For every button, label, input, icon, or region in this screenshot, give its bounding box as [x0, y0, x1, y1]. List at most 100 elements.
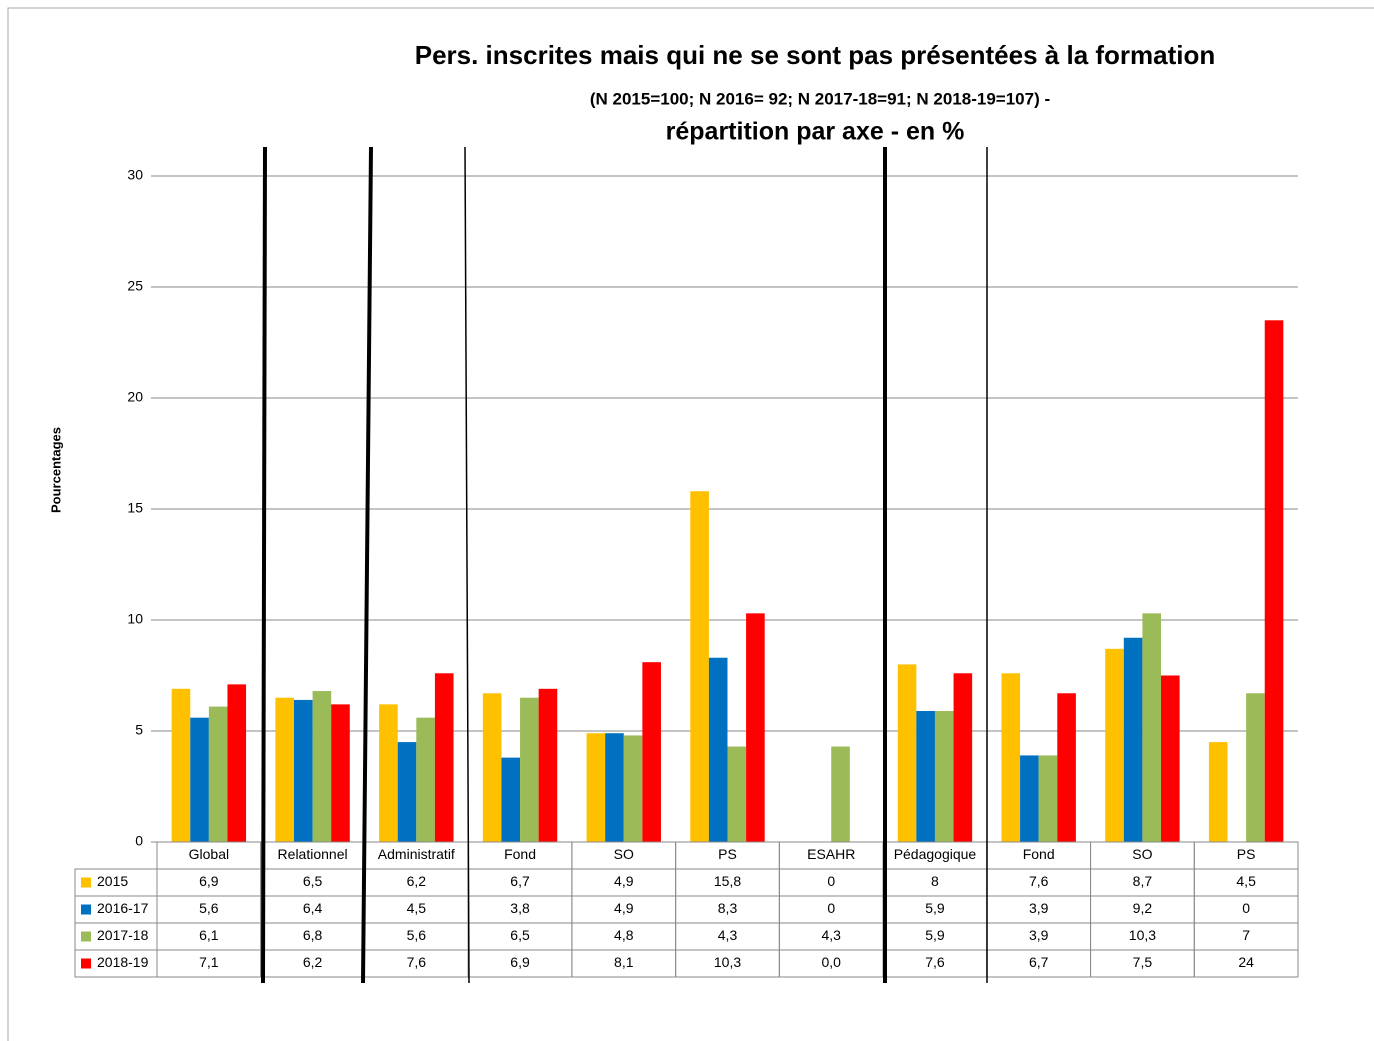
x-tick-label: Pédagogique [894, 846, 977, 862]
x-tick-label: Administratif [378, 846, 455, 862]
bar [331, 704, 350, 842]
table-value: 6,1 [199, 927, 219, 943]
x-tick-label: PS [718, 846, 737, 862]
y-tick-label: 0 [135, 833, 143, 849]
table-value: 10,3 [1129, 927, 1156, 943]
bar [397, 742, 417, 842]
legend-label: 2015 [97, 873, 128, 889]
legend-label: 2016-17 [97, 900, 149, 916]
y-tick-label: 25 [127, 278, 143, 294]
table-value: 7,6 [407, 954, 427, 970]
frame [7, 7, 1374, 1041]
table-value: 6,2 [407, 873, 427, 889]
table-value: 0,0 [821, 954, 841, 970]
table-value: 7,6 [1029, 873, 1049, 889]
separator [361, 146, 373, 984]
table-value: 3,8 [510, 900, 530, 916]
bar [690, 491, 709, 842]
bar [934, 711, 954, 842]
table-value: 4,9 [614, 873, 634, 889]
bar [208, 706, 228, 842]
table-value: 0 [1242, 900, 1250, 916]
x-tick-label: ESAHR [807, 846, 855, 862]
y-axis-label: Pourcentages [48, 427, 63, 513]
table-value: 4,9 [614, 900, 634, 916]
x-tick-label: Global [189, 846, 229, 862]
bar [434, 673, 454, 842]
table-value: 5,9 [925, 900, 945, 916]
table-value: 0 [827, 873, 835, 889]
legend-key [81, 958, 91, 969]
separator [464, 146, 470, 984]
legend-key [81, 904, 91, 915]
y-tick-label: 15 [127, 500, 143, 516]
bar [520, 697, 539, 842]
legend-label: 2018-19 [97, 954, 149, 970]
bar [1208, 742, 1228, 842]
table-value: 6,8 [303, 927, 323, 943]
legend-key [81, 877, 91, 888]
table-value: 4,8 [614, 927, 634, 943]
table-value: 9,2 [1133, 900, 1153, 916]
bar [1001, 673, 1021, 842]
table-value: 8,7 [1133, 873, 1153, 889]
bar [538, 688, 558, 842]
bar [623, 735, 643, 842]
table-value: 6,9 [510, 954, 530, 970]
chart-subtitle: (N 2015=100; N 2016= 92; N 2017-18=91; N… [590, 89, 1050, 108]
bar [1105, 648, 1124, 842]
bar [1123, 637, 1143, 842]
legend-key [81, 931, 91, 942]
bar [727, 746, 747, 842]
table-value: 10,3 [714, 954, 741, 970]
bar [275, 697, 294, 842]
table-value: 7,1 [199, 954, 219, 970]
bar [605, 733, 624, 842]
bar [501, 757, 521, 842]
table-value: 4,3 [821, 927, 841, 943]
bar [1161, 675, 1180, 842]
table-value: 6,5 [303, 873, 323, 889]
table-value: 7 [1242, 927, 1250, 943]
bar [746, 613, 765, 842]
bar [831, 746, 850, 842]
bar [586, 733, 606, 842]
bar [227, 684, 247, 842]
separators [261, 146, 988, 984]
table-value: 0 [827, 900, 835, 916]
table-value: 6,7 [1029, 954, 1049, 970]
table-value: 6,7 [510, 873, 530, 889]
plot-area: 0 5 10 15 20 25 30 Global 6,9 5,6 6,1 7,1 Relationne… [74, 167, 1299, 978]
table-value: 8,1 [614, 954, 634, 970]
x-tick-label: Relationnel [278, 846, 348, 862]
x-tick-label: SO [1132, 846, 1152, 862]
table-value: 7,5 [1133, 954, 1153, 970]
bar [953, 673, 973, 842]
bar [897, 664, 917, 842]
table-value: 24 [1238, 954, 1254, 970]
table-value: 6,9 [199, 873, 219, 889]
table-value: 6,4 [303, 900, 323, 916]
bar [312, 691, 332, 842]
y-tick-label: 5 [135, 722, 143, 738]
table-value: 15,8 [714, 873, 741, 889]
bar [379, 704, 398, 842]
legend-label: 2017-18 [97, 927, 149, 943]
bar [416, 717, 435, 842]
bar [1246, 693, 1265, 842]
table-value: 8 [931, 873, 939, 889]
table-value: 7,6 [925, 954, 945, 970]
table-value: 6,5 [510, 927, 530, 943]
table-value: 3,9 [1029, 927, 1049, 943]
separator [261, 146, 267, 984]
bar [293, 699, 313, 842]
chart-title: Pers. inscrites mais qui ne se sont pas … [415, 40, 1216, 70]
y-tick-label: 20 [127, 389, 143, 405]
bar [708, 657, 728, 842]
table-legend-column [74, 868, 158, 978]
table-value: 5,9 [925, 927, 945, 943]
table-value: 6,2 [303, 954, 323, 970]
bar [1264, 320, 1284, 842]
bar [1038, 755, 1058, 842]
x-tick-label: SO [614, 846, 634, 862]
